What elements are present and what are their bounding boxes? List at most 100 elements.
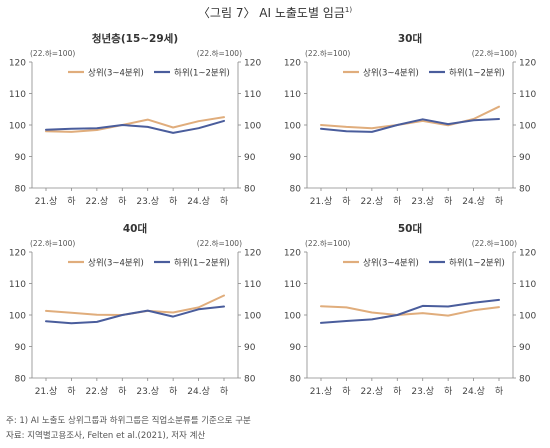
right-y-tick-label: 120 — [519, 249, 536, 259]
left-y-tick-label: 90 — [15, 153, 27, 163]
series-line-lower — [45, 305, 225, 325]
chart-title: 50대 — [398, 222, 422, 235]
chart-title: 청년층(15~29세) — [92, 32, 178, 45]
right-y-tick-label: 100 — [519, 312, 536, 322]
x-tick-label: 하 — [393, 196, 402, 207]
x-tick-label: 하 — [495, 386, 504, 397]
x-tick-label: 21.상 — [310, 196, 333, 207]
x-tick-label: 하 — [67, 386, 76, 397]
figure-title-footnote-mark: 1) — [344, 6, 353, 14]
left-y-tick-label: 120 — [9, 59, 26, 69]
left-y-tick-label: 120 — [9, 249, 26, 259]
left-y-tick-label: 80 — [290, 375, 302, 385]
left-y-tick-label: 110 — [9, 90, 26, 100]
x-tick-label: 21.상 — [35, 386, 58, 397]
chart-panel-30s: 30대 (22.하=100) (22.하=100) 80 80 90 90 100 100 110… — [275, 32, 550, 220]
chart-svg: 50대 (22.하=100) (22.하=100) 80 80 90 90 100 100 110… — [284, 222, 537, 397]
x-tick-label: 24.상 — [187, 196, 210, 207]
chart-panel-youth: 청년층(15~29세) (22.하=100) (22.하=100) 80 80 90 90 1… — [0, 32, 275, 220]
chart-title: 30대 — [398, 32, 422, 45]
right-y-tick-label: 90 — [519, 343, 531, 353]
x-tick-label: 하 — [342, 196, 351, 207]
footnote: 주: 1) AI 노출도 상위그룹과 하위그룹은 직업소분류를 기준으로 구분 — [6, 416, 251, 426]
right-y-tick-label: 100 — [244, 122, 261, 132]
figure-title-text: 〈그림 7〉 AI 노출도별 임금 — [197, 6, 345, 20]
left-y-tick-label: 80 — [15, 185, 27, 195]
x-tick-label: 하 — [118, 386, 127, 397]
left-y-tick-label: 120 — [284, 59, 301, 69]
right-y-tick-label: 100 — [244, 312, 261, 322]
x-tick-label: 22.상 — [86, 386, 109, 397]
chart-panel-40s: 40대 (22.하=100) (22.하=100) 80 80 90 90 100 100 110… — [0, 222, 275, 410]
x-tick-label: 22.상 — [361, 386, 384, 397]
source-note: 자료: 지역별고용조사, Felten et al.(2021), 저자 계산 — [6, 431, 206, 441]
left-y-tick-label: 90 — [290, 153, 302, 163]
left-y-tick-label: 110 — [284, 90, 301, 100]
left-y-tick-label: 100 — [284, 312, 301, 322]
x-tick-label: 23.상 — [411, 196, 434, 207]
figure-title: 〈그림 7〉 AI 노출도별 임금1) — [0, 4, 550, 21]
legend-label: 하위(1~2분위) — [449, 68, 505, 79]
right-y-tick-label: 120 — [244, 249, 261, 259]
right-y-tick-label: 110 — [244, 280, 261, 290]
x-tick-label: 21.상 — [310, 386, 333, 397]
x-tick-label: 23.상 — [136, 386, 159, 397]
series-line-lower — [320, 118, 500, 133]
left-axis-unit: (22.하=100) — [305, 48, 350, 58]
x-tick-label: 하 — [444, 196, 453, 207]
right-y-tick-label: 80 — [519, 185, 531, 195]
left-y-tick-label: 110 — [284, 280, 301, 290]
right-y-tick-label: 80 — [244, 185, 256, 195]
x-tick-label: 하 — [118, 196, 127, 207]
chart-panel-50s: 50대 (22.하=100) (22.하=100) 80 80 90 90 100 100 110… — [275, 222, 550, 410]
series-line-upper — [320, 105, 500, 130]
x-tick-label: 하 — [342, 386, 351, 397]
right-axis-unit: (22.하=100) — [197, 238, 242, 248]
chart-svg: 30대 (22.하=100) (22.하=100) 80 80 90 90 100 100 110… — [284, 32, 537, 207]
x-tick-label: 하 — [169, 386, 178, 397]
x-tick-label: 하 — [169, 196, 178, 207]
x-tick-label: 하 — [220, 386, 229, 397]
left-axis-unit: (22.하=100) — [305, 238, 350, 248]
left-y-tick-label: 80 — [290, 185, 302, 195]
x-tick-label: 하 — [67, 196, 76, 207]
x-tick-label: 하 — [444, 386, 453, 397]
right-y-tick-label: 110 — [244, 90, 261, 100]
right-y-tick-label: 80 — [244, 375, 256, 385]
left-y-tick-label: 90 — [15, 343, 27, 353]
legend-label: 하위(1~2분위) — [449, 258, 505, 269]
chart-title: 40대 — [123, 222, 147, 235]
right-y-tick-label: 110 — [519, 280, 536, 290]
right-y-tick-label: 100 — [519, 122, 536, 132]
x-tick-label: 하 — [495, 196, 504, 207]
legend-label: 하위(1~2분위) — [174, 258, 230, 269]
chart-svg: 청년층(15~29세) (22.하=100) (22.하=100) 80 80 90 90 1… — [9, 32, 262, 207]
right-y-tick-label: 80 — [519, 375, 531, 385]
legend-label: 하위(1~2분위) — [174, 68, 230, 79]
x-tick-label: 22.상 — [361, 196, 384, 207]
left-y-tick-label: 120 — [284, 249, 301, 259]
right-axis-unit: (22.하=100) — [472, 238, 517, 248]
legend-label: 상위(3~4분위) — [363, 68, 419, 79]
left-y-tick-label: 80 — [15, 375, 27, 385]
legend-label: 상위(3~4분위) — [88, 68, 144, 79]
series-line-upper — [45, 116, 225, 133]
legend-label: 상위(3~4분위) — [88, 258, 144, 269]
right-y-tick-label: 110 — [519, 90, 536, 100]
left-axis-unit: (22.하=100) — [30, 48, 75, 58]
x-tick-label: 23.상 — [411, 386, 434, 397]
left-axis-unit: (22.하=100) — [30, 238, 75, 248]
chart-svg: 40대 (22.하=100) (22.하=100) 80 80 90 90 100 100 110… — [9, 222, 262, 397]
x-tick-label: 23.상 — [136, 196, 159, 207]
x-tick-label: 하 — [393, 386, 402, 397]
left-y-tick-label: 100 — [9, 312, 26, 322]
x-tick-label: 21.상 — [35, 196, 58, 207]
right-y-tick-label: 120 — [519, 59, 536, 69]
series-line-lower — [320, 298, 500, 324]
right-y-tick-label: 90 — [244, 343, 256, 353]
x-tick-label: 24.상 — [462, 386, 485, 397]
left-y-tick-label: 90 — [290, 343, 302, 353]
right-axis-unit: (22.하=100) — [197, 48, 242, 58]
series-line-upper — [320, 305, 500, 317]
right-y-tick-label: 90 — [244, 153, 256, 163]
